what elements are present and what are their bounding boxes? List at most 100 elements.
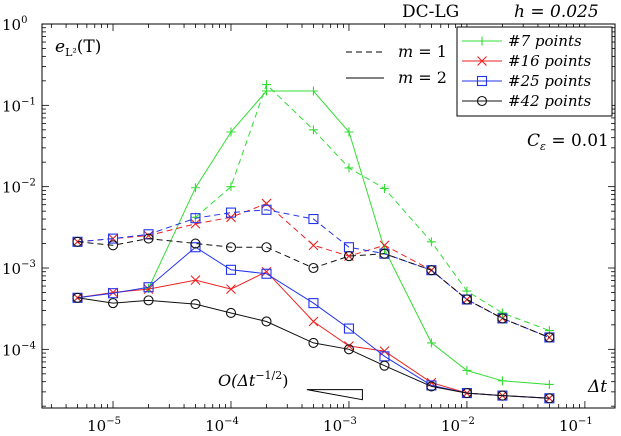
plot-frame [41,23,616,409]
y-tick-label: 10−4 [2,340,36,359]
series-1-m2 [144,86,554,389]
c-eps-annotation: Cε = 0.01 [527,131,609,153]
y-tick-label: 10−1 [2,96,36,115]
data-point [226,284,236,295]
data-point [379,248,390,259]
series-4-m2 [72,292,555,404]
data-point [190,238,201,249]
series-4-m1 [72,233,555,343]
data-point [226,182,236,192]
series-line [77,238,550,338]
data-point [343,251,355,262]
data-point [426,338,436,348]
legend-label-42: #42 points [508,92,592,110]
series-line [77,246,550,399]
data-point [544,393,555,404]
style-legend-m1: m = 1 [398,42,447,61]
data-point [143,295,154,306]
data-point [226,127,236,137]
style-legend: m = 1 m = 2 [346,42,447,87]
data-point [497,313,508,324]
series-legend-markers [462,36,502,107]
data-point [107,298,119,309]
data-point [426,381,437,392]
data-point [261,204,272,215]
axis-tick-labels: 10−5 10−4 10−3 10−2 10−1 10−4 10−3 10−2 10−1 100 [2,15,593,435]
x-tick-label: 10−5 [87,416,121,435]
x-tick-label: 10−2 [441,416,475,435]
series-line [195,83,550,332]
series-layer [72,80,555,404]
data-point [72,292,83,303]
data-point [261,242,272,253]
data-point [379,183,389,193]
data-point [308,240,319,251]
data-point [261,266,272,277]
legend-marker [476,75,488,87]
legend-marker [477,36,487,46]
data-point [344,163,354,173]
y-axis-label-main: e [55,37,65,57]
data-point [107,240,119,251]
data-point [108,287,118,298]
x-tick-label: 10−3 [323,416,357,435]
data-point [261,316,272,327]
data-point [343,323,355,334]
data-point [225,207,237,218]
data-point [308,125,318,135]
data-point [379,360,390,371]
data-point [261,268,272,279]
data-point [190,275,201,285]
legend-label-25: #25 points [508,72,592,90]
data-point [544,379,554,389]
axis-ticks [42,23,615,408]
data-point [497,308,507,318]
series-2-m1 [72,198,555,343]
y-axis-label: eL²(T) [55,37,101,59]
legend-label-16: #16 points [508,52,592,70]
data-point [308,337,319,348]
data-point [308,213,319,225]
x-tick-label: 10−1 [559,416,593,435]
y-tick-label: 10−2 [2,178,36,197]
chart-title-param: h = 0.025 [514,2,599,22]
y-tick-label: 10−3 [2,259,36,278]
y-axis-label-sub: L² [65,46,77,59]
series-line [77,209,550,338]
data-point [107,233,119,244]
legend-marker [477,56,487,66]
data-point [225,264,237,275]
legend-marker [476,95,488,107]
data-point [143,282,154,293]
data-point [261,198,272,209]
data-point [190,183,200,193]
data-point [544,326,554,336]
y-axis-label-tail: (T) [77,37,102,57]
data-point [462,365,472,375]
data-point [262,86,271,96]
data-point [497,390,508,401]
x-tick-label: 10−4 [205,416,239,435]
series-1-m1 [190,80,554,336]
data-point [308,86,318,96]
data-point [190,299,201,310]
slope-annotation: O(Δt−1/2) [218,369,289,390]
series-3-m2 [72,242,555,404]
series-legend: #7 points #16 points #25 points #42 poin… [456,26,613,117]
data-point [497,376,507,386]
data-point [426,237,436,247]
data-point [461,388,472,399]
data-point [426,265,437,276]
style-legend-m2: m = 2 [398,68,447,87]
data-point [308,262,319,274]
data-point [461,294,472,305]
data-point [107,288,119,299]
data-point [343,344,355,355]
data-point [462,286,472,296]
data-point [308,316,319,327]
data-point [190,213,201,224]
chart-title: DC-LG [402,2,459,22]
data-point [544,332,555,343]
data-point [190,218,201,229]
